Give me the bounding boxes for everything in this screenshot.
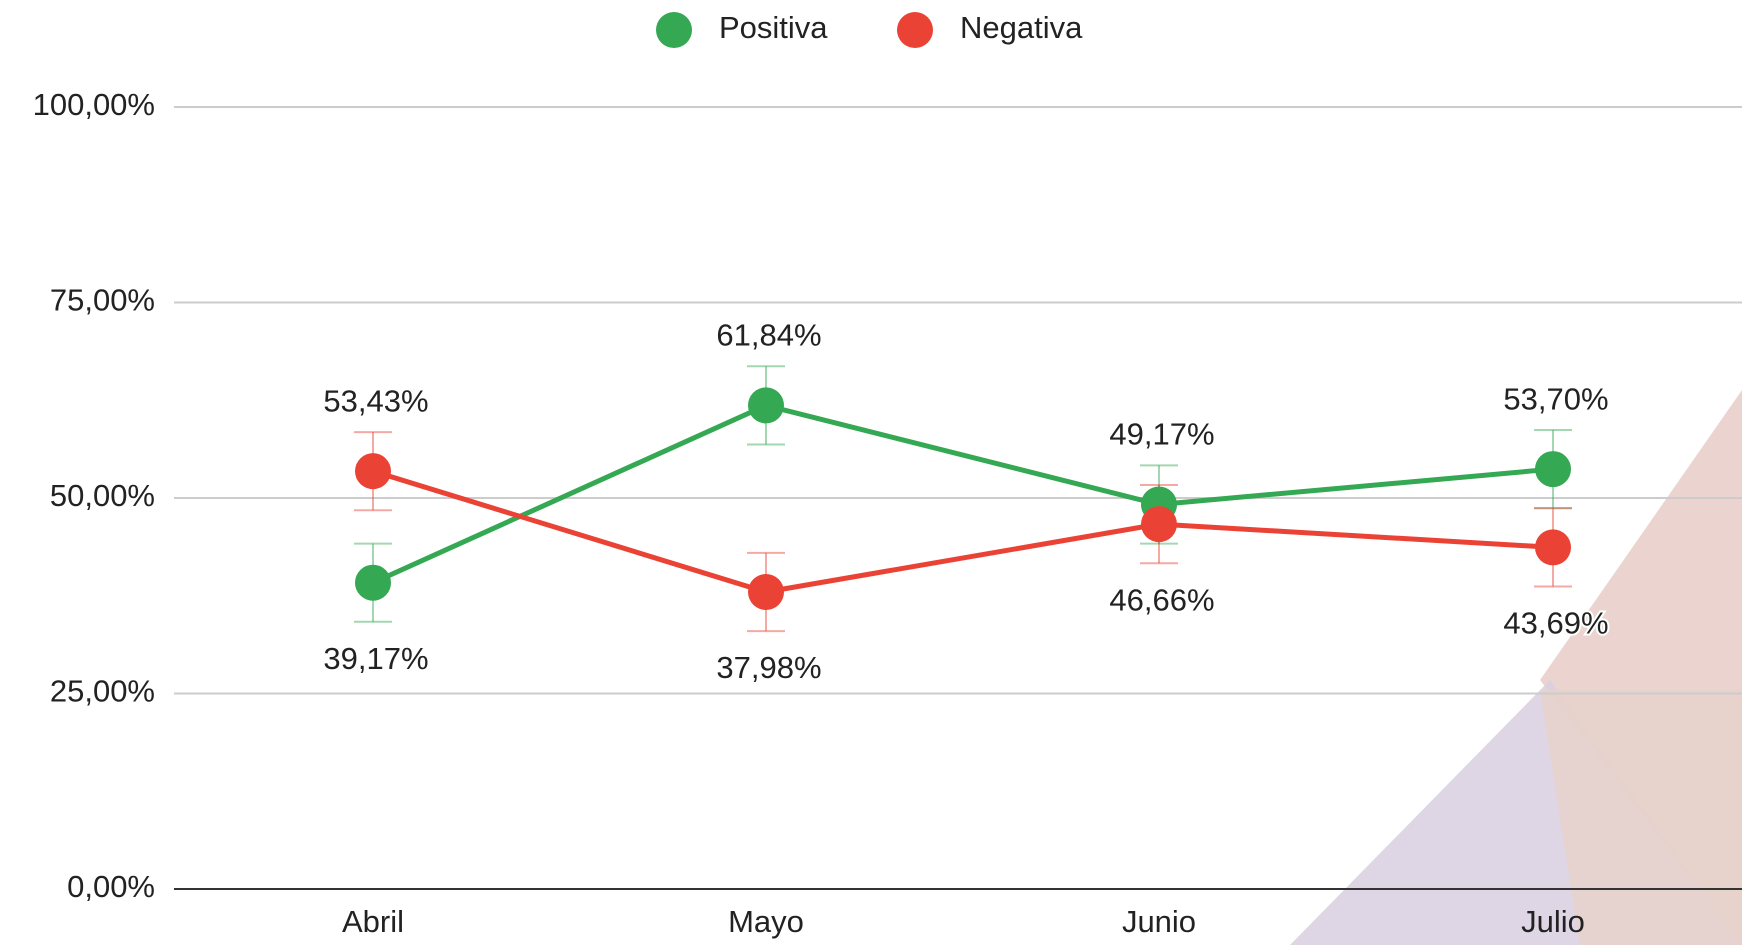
y-tick-label: 0,00%	[67, 869, 155, 904]
legend-label: Negativa	[960, 10, 1083, 45]
y-tick-label: 25,00%	[50, 674, 155, 709]
page: {"chart_data": {"type": "line", "categor…	[0, 0, 1742, 945]
data-label: 49,17%	[1109, 417, 1214, 452]
chart: 0,00% 25,00% 50,00% 75,00% 100,00% Abril Mayo J…	[0, 0, 1742, 945]
legend-marker	[656, 12, 692, 48]
data-label: 61,84%	[716, 318, 821, 353]
point	[748, 387, 784, 423]
x-tick-label: Junio	[1122, 904, 1196, 939]
point	[748, 574, 784, 610]
point	[1535, 529, 1571, 565]
x-tick-label: Julio	[1521, 904, 1585, 939]
data-label: 39,17%	[323, 641, 428, 676]
point	[355, 565, 391, 601]
data-label: 53,70%	[1503, 381, 1608, 416]
y-tick-label: 50,00%	[50, 478, 155, 513]
x-tick-label: Abril	[342, 904, 404, 939]
data-label: 46,66%	[1109, 582, 1214, 617]
y-tick-label: 100,00%	[33, 87, 155, 122]
point	[1141, 506, 1177, 542]
data-label: 53,43%	[323, 383, 428, 418]
data-label: 43,69%	[1503, 606, 1608, 641]
point	[355, 453, 391, 489]
legend-marker	[897, 12, 933, 48]
point	[1535, 451, 1571, 487]
data-label: 37,98%	[716, 650, 821, 685]
x-tick-label: Mayo	[728, 904, 804, 939]
series-line	[373, 471, 1553, 592]
legend-label: Positiva	[719, 10, 828, 45]
y-tick-label: 75,00%	[50, 283, 155, 318]
